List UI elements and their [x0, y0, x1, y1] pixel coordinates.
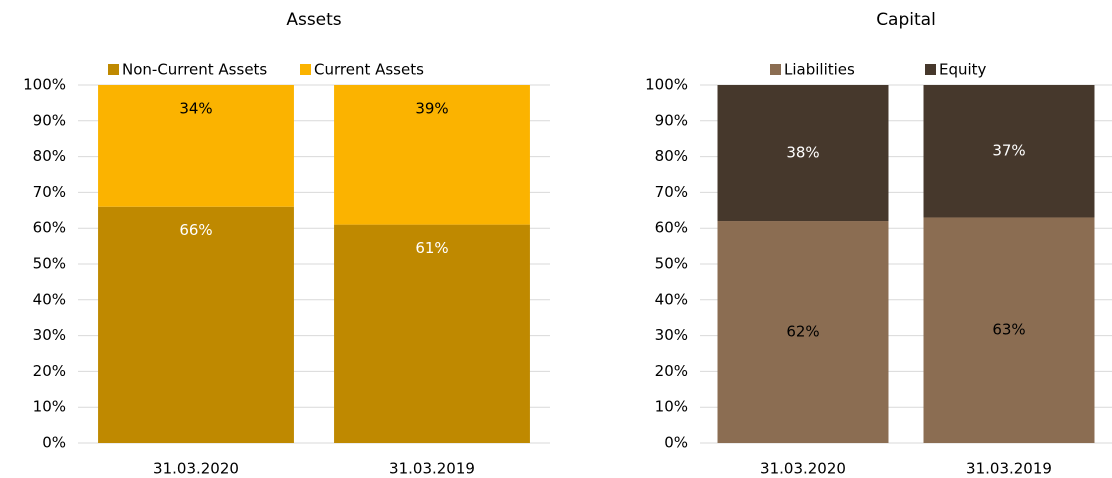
y-tick-label: 50%: [655, 255, 688, 273]
data-label: 61%: [415, 239, 448, 257]
y-tick-label: 90%: [655, 111, 688, 129]
legend-swatch: [300, 64, 311, 75]
y-tick-label: 90%: [33, 111, 66, 129]
legend-swatch: [770, 64, 781, 75]
y-tick-label: 60%: [655, 219, 688, 237]
y-tick-label: 20%: [33, 362, 66, 380]
y-tick-label: 70%: [655, 183, 688, 201]
y-tick-label: 0%: [664, 434, 688, 452]
bar-segment: [98, 85, 294, 207]
data-label: 62%: [786, 323, 819, 341]
bar-segment: [717, 221, 889, 443]
data-label: 63%: [992, 321, 1025, 339]
y-tick-label: 0%: [42, 434, 66, 452]
bar-segment: [334, 85, 530, 225]
y-tick-label: 40%: [655, 290, 688, 308]
bar-segment: [717, 85, 889, 222]
y-tick-label: 60%: [33, 219, 66, 237]
y-tick-label: 30%: [33, 326, 66, 344]
x-tick-label: 31.03.2020: [760, 460, 846, 478]
bar-segment: [98, 206, 294, 443]
x-tick-label: 31.03.2019: [966, 460, 1052, 478]
y-tick-label: 10%: [655, 398, 688, 416]
y-tick-label: 30%: [655, 326, 688, 344]
x-tick-label: 31.03.2019: [389, 460, 475, 478]
data-label: 34%: [179, 100, 212, 118]
data-label: 39%: [415, 100, 448, 118]
bar-segment: [923, 85, 1095, 218]
x-tick-label: 31.03.2020: [153, 460, 239, 478]
bar-segment: [923, 217, 1095, 443]
y-tick-label: 80%: [33, 147, 66, 165]
y-tick-label: 70%: [33, 183, 66, 201]
data-label: 37%: [992, 142, 1025, 160]
chart-title: Assets: [286, 10, 341, 30]
legend-swatch: [925, 64, 936, 75]
legend-label: Current Assets: [314, 61, 424, 79]
legend-label: Liabilities: [784, 61, 855, 79]
data-label: 38%: [786, 144, 819, 162]
chart-title: Capital: [876, 10, 936, 30]
y-tick-label: 100%: [23, 76, 66, 94]
legend-label: Equity: [939, 61, 987, 79]
y-tick-label: 100%: [645, 76, 688, 94]
legend-swatch: [108, 64, 119, 75]
bar-segment: [334, 224, 530, 443]
y-tick-label: 40%: [33, 290, 66, 308]
y-tick-label: 10%: [33, 398, 66, 416]
data-label: 66%: [179, 221, 212, 239]
y-tick-label: 50%: [33, 255, 66, 273]
y-tick-label: 80%: [655, 147, 688, 165]
legend-label: Non-Current Assets: [122, 61, 267, 79]
y-tick-label: 20%: [655, 362, 688, 380]
